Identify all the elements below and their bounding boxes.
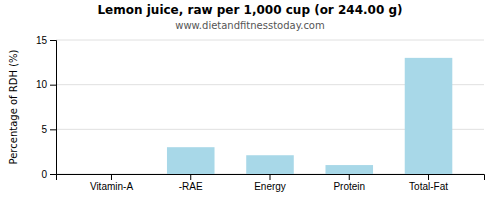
x-tick-mark: [190, 174, 191, 180]
bar: [325, 165, 373, 174]
x-tick-mark: [111, 174, 112, 180]
x-tick-mark: [270, 174, 271, 180]
x-tick: Protein: [333, 174, 365, 192]
y-tick: 5: [41, 124, 56, 135]
x-tick-label: Energy: [254, 181, 286, 192]
y-tick-mark: [50, 174, 56, 175]
x-tick: Total-Fat: [409, 174, 448, 192]
grid: [56, 40, 484, 174]
x-tick: Energy: [254, 174, 286, 192]
y-tick: 10: [36, 79, 56, 90]
bars: [167, 58, 452, 174]
x-tick-mark: [428, 174, 429, 180]
x-axis-line: [57, 175, 485, 181]
y-tick: 15: [36, 35, 56, 46]
bar: [88, 174, 136, 175]
y-tick-mark: [50, 85, 56, 86]
x-tick-mark: [349, 174, 350, 180]
y-tick-label: 10: [36, 79, 48, 90]
x-tick-label: Protein: [333, 181, 365, 192]
x-tick: -RAE: [179, 174, 203, 192]
title: Lemon juice, raw per 1,000 cup (or 244.0…: [97, 3, 402, 17]
bar: [405, 58, 453, 174]
y-tick: 0: [41, 169, 56, 180]
subtitle: www.dietandfitnesstoday.com: [175, 20, 324, 31]
y-tick-label: 0: [41, 169, 47, 180]
plot: Vitamin-A -RAE Energy Protein Total-Fat 0 5 10 1…: [36, 35, 485, 192]
x-axis: Vitamin-A -RAE Energy Protein Total-Fat: [57, 174, 485, 192]
y-axis-line: [50, 41, 57, 175]
grid-line: [56, 40, 484, 41]
x-tick: Vitamin-A: [90, 174, 133, 192]
bar: [246, 155, 294, 174]
y-tick-mark: [50, 129, 56, 130]
y-axis-title: Percentage of RDH (%): [8, 49, 19, 164]
chart: Lemon juice, raw per 1,000 cup (or 244.0…: [0, 0, 500, 200]
x-tick-label: -RAE: [179, 181, 203, 192]
y-tick-mark: [50, 40, 56, 41]
y-tick-label: 5: [41, 124, 47, 135]
x-tick-label: Total-Fat: [409, 181, 448, 192]
bar: [167, 147, 215, 174]
y-tick-label: 15: [36, 35, 48, 46]
x-tick-label: Vitamin-A: [90, 181, 133, 192]
y-axis: 0 5 10 15: [36, 35, 57, 180]
